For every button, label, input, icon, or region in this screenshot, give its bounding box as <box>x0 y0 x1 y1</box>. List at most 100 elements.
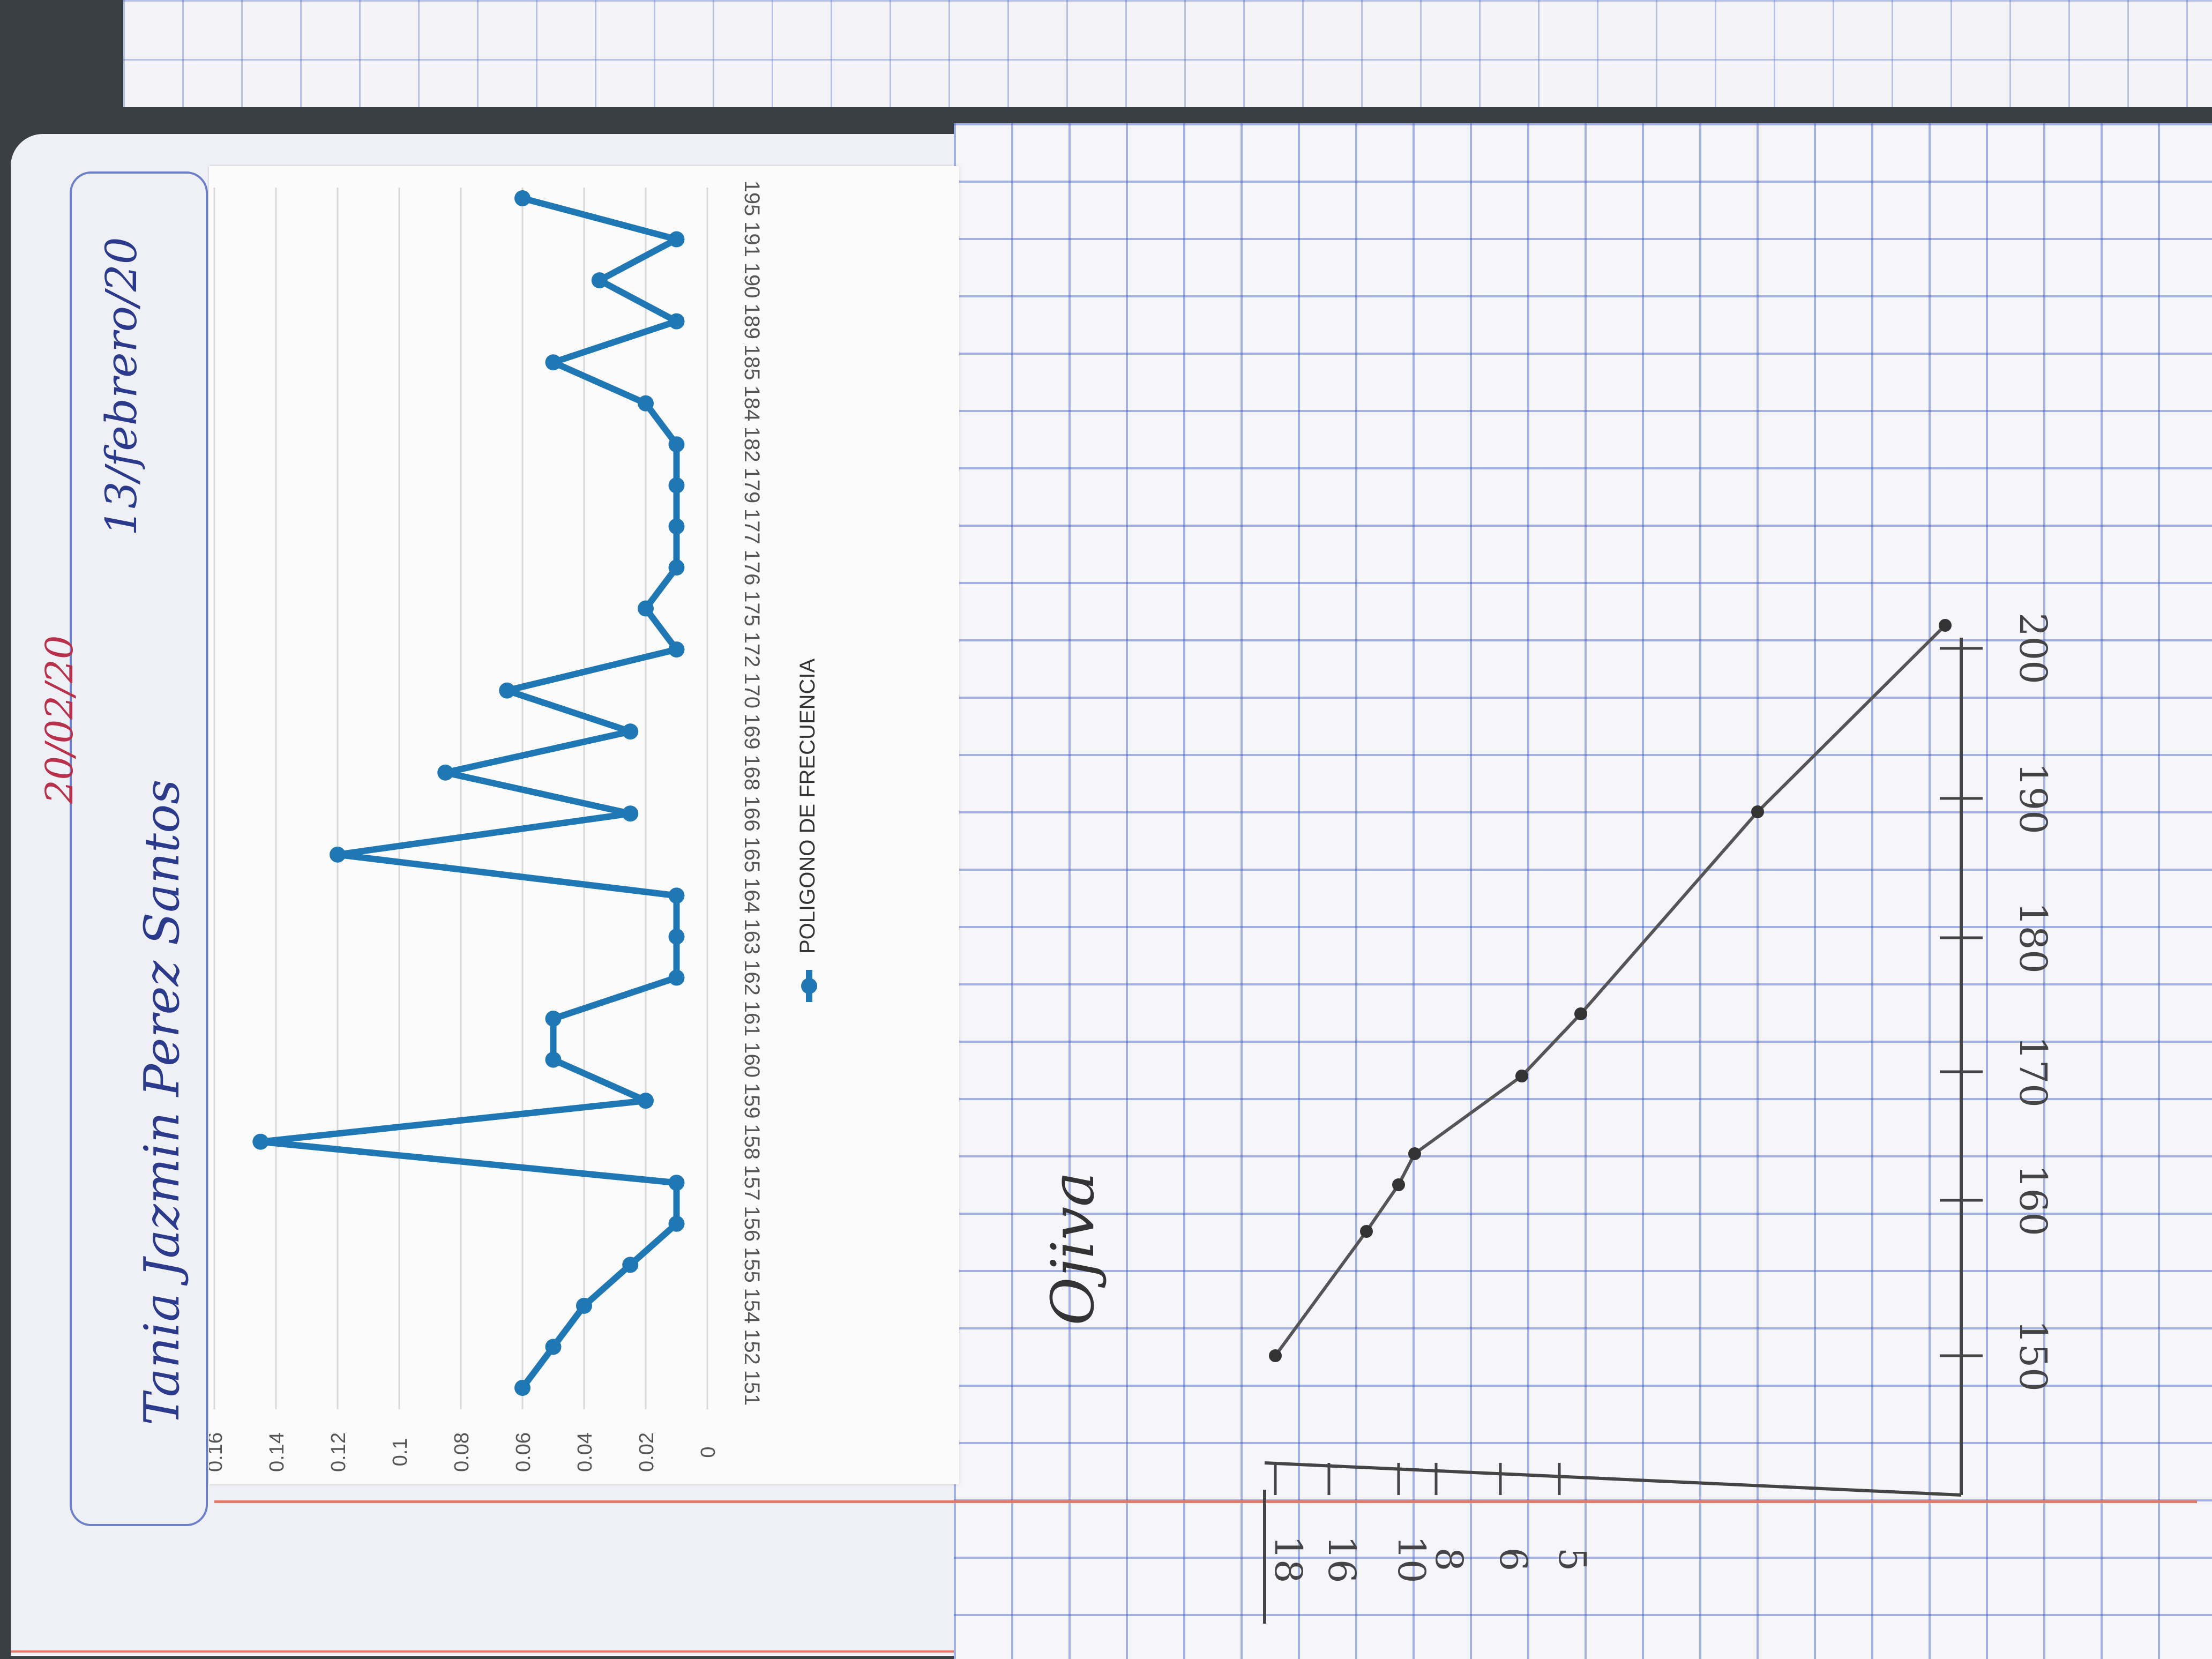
ogive-x-tick-label: 180 <box>2011 902 2055 974</box>
y-tick-label: 0.04 <box>574 1432 596 1472</box>
ogive-curve <box>1274 624 1947 1357</box>
data-point <box>668 887 685 904</box>
data-point <box>514 190 530 206</box>
x-tick-label: 154 <box>740 1288 764 1324</box>
data-point <box>668 559 685 576</box>
x-tick-label: 160 <box>740 1042 764 1078</box>
ogive-point <box>1269 1349 1282 1362</box>
data-point <box>638 600 654 617</box>
y-tick-label: 0.02 <box>636 1432 658 1472</box>
x-tick-label: 159 <box>740 1083 764 1119</box>
data-point <box>668 1175 685 1191</box>
y-tick-label: 0.16 <box>209 1432 227 1472</box>
ogive-y-tick-label: 6 <box>1491 1548 1535 1572</box>
data-point <box>545 354 562 371</box>
ogive-y-tick-label: 8 <box>1427 1548 1471 1572</box>
data-point <box>499 682 515 699</box>
x-tick-label: 185 <box>740 345 764 380</box>
data-point <box>252 1133 269 1150</box>
data-point <box>668 1215 685 1232</box>
graph-paper <box>954 123 2212 1659</box>
x-tick-label: 152 <box>740 1329 764 1365</box>
data-point <box>330 846 346 863</box>
ogive-y-tick-label: 18 <box>1266 1535 1310 1583</box>
ogive-point <box>1360 1225 1373 1238</box>
data-point <box>437 764 454 781</box>
x-tick-label: 176 <box>740 550 764 586</box>
ogive-y-tick-label: 16 <box>1320 1535 1364 1583</box>
x-tick-label: 175 <box>740 591 764 626</box>
ogive-x-tick-label: 160 <box>2011 1164 2055 1236</box>
ogive-y-tick-label: 5 <box>1550 1548 1594 1572</box>
ogive-x-tick-label: 190 <box>2011 763 2055 834</box>
data-point <box>622 723 639 740</box>
ogive-point <box>1515 1070 1528 1082</box>
data-point <box>622 1257 639 1273</box>
x-tick-label: 151 <box>740 1370 764 1406</box>
x-tick-label: 177 <box>740 509 764 544</box>
x-tick-label: 155 <box>740 1247 764 1283</box>
data-point <box>591 272 608 289</box>
top-notebook-page <box>123 0 2212 107</box>
x-tick-label: 179 <box>740 467 764 503</box>
data-point <box>668 231 685 248</box>
data-point <box>545 1339 562 1355</box>
y-tick-label: 0.12 <box>327 1432 350 1472</box>
x-tick-label: 182 <box>740 427 764 462</box>
data-point <box>638 395 654 412</box>
data-point <box>668 313 685 330</box>
header-box <box>70 171 208 1526</box>
ogive-y-tick-label: 10 <box>1389 1535 1433 1583</box>
frequency-polygon-chart: 0 0.02 0.04 0.06 0.08 0.1 0.12 0.14 0.16 151 152 15… <box>209 181 819 1472</box>
ogive-point <box>1392 1178 1405 1191</box>
ogive-x-tick-label: 170 <box>2011 1036 2055 1108</box>
ogive-x-tick-label: 200 <box>2011 612 2055 684</box>
x-tick-label: 168 <box>740 754 764 790</box>
y-tick-label: 0.08 <box>451 1432 473 1472</box>
data-point <box>668 969 685 986</box>
x-tick-label: 170 <box>740 672 764 708</box>
x-tick-label: 169 <box>740 714 764 750</box>
date-text: 13/febrero/20 <box>96 237 146 536</box>
ogive-title: Ojiva <box>1038 1171 1107 1325</box>
y-tick-label: 0.06 <box>512 1432 535 1472</box>
x-tick-label: 172 <box>740 632 764 668</box>
x-tick-label: 191 <box>740 221 764 257</box>
x-tick-label: 158 <box>740 1124 764 1160</box>
frequency-polygon-printout: 0 0.02 0.04 0.06 0.08 0.1 0.12 0.14 0.16 151 152 15… <box>209 166 959 1484</box>
ogive-point <box>1751 805 1764 818</box>
data-point <box>545 1011 562 1027</box>
teacher-mark: 20/02/20 <box>38 635 81 804</box>
data-point <box>576 1297 592 1314</box>
ogive-x-tick-label: 150 <box>2011 1320 2055 1392</box>
x-tick-label: 190 <box>740 263 764 298</box>
data-point <box>545 1051 562 1068</box>
data-point <box>668 641 685 658</box>
x-tick-label: 164 <box>740 878 764 914</box>
legend-marker <box>801 978 817 994</box>
x-tick-label: 165 <box>740 836 764 872</box>
data-point <box>668 436 685 453</box>
ogive-y-axis <box>1264 1461 1962 1497</box>
ogive-chart: 150 160 170 180 190 200 18 16 108 6 5 Ojiva <box>1038 612 2055 1624</box>
series-line <box>257 195 680 1390</box>
data-point <box>668 928 685 945</box>
y-tick-label: 0.14 <box>266 1432 288 1472</box>
student-name: Tania Jazmin Perez Santos <box>134 779 190 1425</box>
y-tick-label: 0 <box>697 1446 720 1458</box>
data-point <box>622 805 639 822</box>
x-tick-label: 184 <box>740 385 764 421</box>
red-margin <box>214 1500 2197 1503</box>
ogive-point <box>1939 619 1952 632</box>
x-tick-label: 166 <box>740 796 764 832</box>
x-tick-label: 163 <box>740 919 764 955</box>
data-point <box>668 477 685 494</box>
x-tick-label: 195 <box>740 181 764 216</box>
x-tick-label: 161 <box>740 1001 764 1037</box>
legend-label: POLIGONO DE FRECUENCIA <box>796 658 819 954</box>
data-point <box>514 1380 530 1396</box>
ogive-point <box>1574 1007 1587 1020</box>
x-tick-label: 156 <box>740 1206 764 1242</box>
x-tick-label: 162 <box>740 960 764 996</box>
data-point <box>638 1093 654 1109</box>
